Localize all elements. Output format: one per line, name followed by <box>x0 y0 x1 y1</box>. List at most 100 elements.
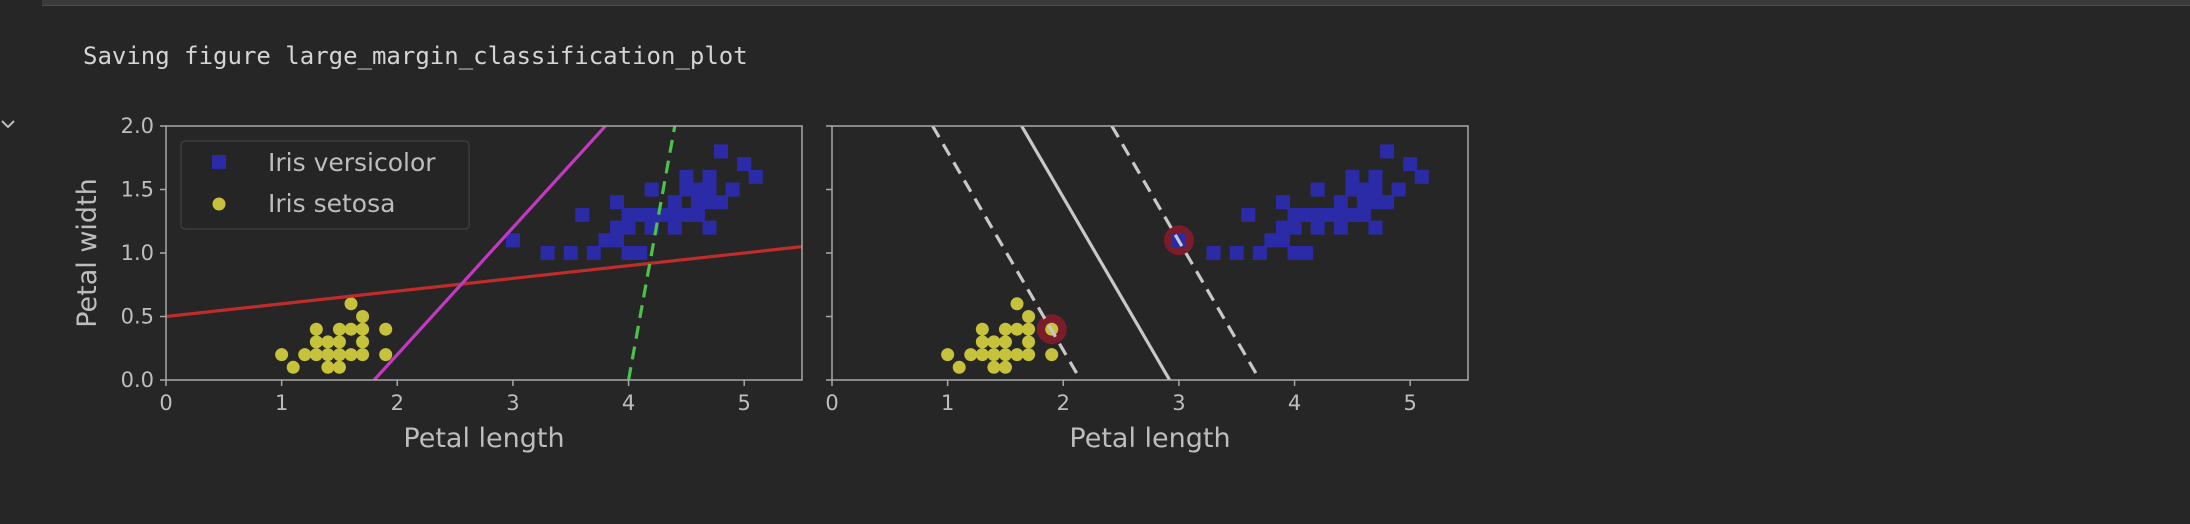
versicolor-point <box>633 246 648 260</box>
versicolor-point <box>621 246 636 260</box>
versicolor-point <box>1229 246 1244 260</box>
setosa-point <box>321 360 335 374</box>
versicolor-point <box>725 182 740 197</box>
y-axis-label: Petal width <box>72 178 103 328</box>
versicolor-point <box>1310 182 1325 197</box>
versicolor-point <box>1206 246 1221 260</box>
setosa-point <box>987 360 1001 374</box>
x-tick-label: 1 <box>941 391 954 415</box>
versicolor-point <box>702 169 717 184</box>
setosa-point <box>1022 322 1036 336</box>
setosa-point <box>286 360 300 374</box>
versicolor-point <box>1241 207 1256 222</box>
setosa-point <box>998 335 1012 349</box>
x-tick-label: 4 <box>622 391 635 415</box>
versicolor-point <box>633 207 648 222</box>
versicolor-point <box>1356 182 1371 197</box>
versicolor-point <box>1380 144 1395 159</box>
setosa-point <box>975 335 989 349</box>
dashed-line <box>1110 126 1262 380</box>
setosa-point <box>975 322 989 336</box>
x-axis-label: Petal length <box>403 423 564 454</box>
decision-line <box>166 245 802 319</box>
decision-line <box>372 126 607 380</box>
setosa-point <box>987 348 1001 362</box>
y-tick-label: 1.5 <box>121 178 154 202</box>
versicolor-point <box>714 144 729 159</box>
setosa-point <box>1022 348 1036 362</box>
setosa-point <box>1022 335 1036 349</box>
setosa-point <box>356 322 370 336</box>
setosa-point <box>309 348 323 362</box>
x-tick-label: 2 <box>1057 391 1070 415</box>
versicolor-point <box>1322 207 1337 222</box>
setosa-point <box>309 322 323 336</box>
versicolor-point <box>540 246 555 260</box>
axes-frame <box>831 125 1469 381</box>
versicolor-point <box>609 220 624 235</box>
versicolor-point <box>667 220 682 235</box>
versicolor-point <box>575 207 590 222</box>
axes-frame <box>165 125 803 381</box>
x-tick-label: 5 <box>1403 391 1416 415</box>
versicolor-point <box>1310 220 1325 235</box>
plot-area <box>166 126 802 380</box>
y-tick-label: 0.5 <box>121 305 154 329</box>
setosa-point <box>987 335 1001 349</box>
collapse-output-toggle[interactable] <box>0 114 22 136</box>
versicolor-point <box>667 207 682 222</box>
versicolor-point <box>1310 207 1325 222</box>
versicolor-point <box>598 233 613 248</box>
setosa-point <box>964 348 978 362</box>
versicolor-point <box>1368 182 1383 197</box>
versicolor-point <box>737 157 752 172</box>
versicolor-point <box>1368 195 1383 210</box>
versicolor-point <box>505 233 520 248</box>
versicolor-point <box>1264 233 1279 248</box>
top-scrollbar[interactable] <box>42 0 2190 6</box>
setosa-point <box>941 348 955 362</box>
plot-area <box>931 126 1429 380</box>
versicolor-point <box>1403 157 1418 172</box>
versicolor-point <box>1356 195 1371 210</box>
setosa-point <box>379 348 393 362</box>
setosa-point <box>332 360 346 374</box>
legend-label-setosa: Iris setosa <box>268 189 395 218</box>
legend-box <box>180 140 470 230</box>
setosa-point <box>1022 310 1036 323</box>
legend-marker-setosa <box>212 197 226 211</box>
versicolor-point <box>690 182 705 197</box>
setosa-point <box>332 322 346 336</box>
setosa-point <box>356 335 370 349</box>
versicolor-point <box>702 182 717 197</box>
setosa-point <box>332 348 346 362</box>
x-tick-label: 5 <box>737 391 750 415</box>
setosa-point <box>344 322 358 336</box>
legend-label-versicolor: Iris versicolor <box>268 148 436 177</box>
y-tick-label: 1.0 <box>121 241 154 265</box>
versicolor-point <box>644 207 659 222</box>
versicolor-point <box>702 195 717 210</box>
setosa-point <box>1010 297 1024 311</box>
decision-line <box>1020 126 1172 380</box>
plot-left: 0 1 2 3 4 5 0.0 0.5 1.0 1.5 2.0 Petal length Petal w… <box>72 114 803 454</box>
setosa-point <box>998 322 1012 336</box>
chevron-down-icon <box>1 120 15 129</box>
setosa-point <box>356 310 370 323</box>
versicolor-point <box>609 195 624 210</box>
setosa-point <box>1010 322 1024 336</box>
setosa-point <box>998 348 1012 362</box>
setosa-point <box>1045 348 1059 362</box>
versicolor-point <box>1252 246 1267 260</box>
plot-right: 0 1 2 3 4 5 Petal length <box>825 125 1469 454</box>
y-tick-label: 0.0 <box>121 368 154 392</box>
versicolor-point <box>563 246 578 260</box>
setosa-point <box>321 348 335 362</box>
versicolor-point <box>679 182 694 197</box>
versicolor-point <box>679 169 694 184</box>
x-tick-label: 4 <box>1288 391 1301 415</box>
versicolor-point <box>1356 207 1371 222</box>
versicolor-point <box>1380 195 1395 210</box>
versicolor-point <box>621 220 636 235</box>
